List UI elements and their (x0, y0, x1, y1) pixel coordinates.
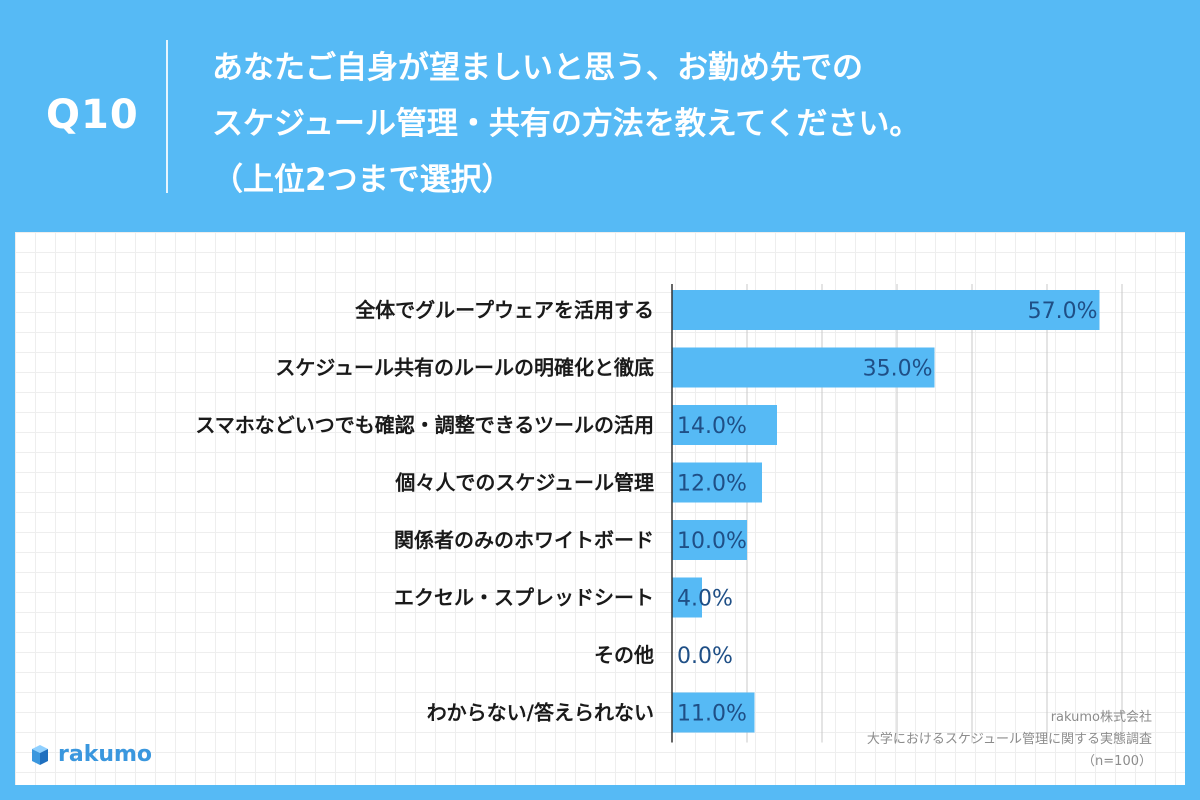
header-divider (166, 40, 168, 193)
category-label: その他 (594, 643, 654, 667)
data-label: 11.0% (677, 702, 747, 727)
bar (672, 577, 702, 618)
data-label: 0.0% (677, 644, 733, 669)
data-label: 35.0% (863, 357, 933, 382)
credit-sample: （n=100） (1082, 754, 1152, 769)
data-label: 14.0% (677, 414, 747, 439)
header: Q10 あなたご自身が望ましいと思う、お勤め先での スケジュール管理・共有の方法… (0, 0, 1200, 232)
category-label: スケジュール共有のルールの明確化と徹底 (275, 356, 654, 380)
category-label: エクセル・スプレッドシート (394, 586, 654, 610)
rakumo-logo: rakumo (28, 742, 152, 767)
question-line-3: （上位2つまで選択） (212, 162, 513, 198)
rakumo-logo-icon (32, 744, 48, 765)
credit-survey: 大学におけるスケジュール管理に関する実態調査 (866, 732, 1152, 747)
question-line-2: スケジュール管理・共有の方法を教えてください。 (212, 106, 921, 142)
category-label: 個々人でのスケジュール管理 (394, 471, 654, 495)
logo-text: rakumo (58, 742, 153, 767)
question-text: あなたご自身が望ましいと思う、お勤め先での スケジュール管理・共有の方法を教えて… (212, 40, 920, 208)
category-label: 関係者のみのホワイトボード (394, 528, 654, 552)
credit-company: rakumo株式会社 (1050, 710, 1152, 725)
category-label: わからない/答えられない (427, 701, 654, 725)
data-label: 12.0% (677, 472, 747, 497)
data-label: 10.0% (677, 529, 747, 554)
bar (672, 692, 755, 733)
category-label: 全体でグループウェアを活用する (354, 298, 654, 322)
bar-chart: 全体でグループウェアを活用する 57.0% スケジュール共有のルールの明確化と徹底 3… (195, 284, 1123, 743)
bar (672, 290, 1100, 330)
bar (672, 347, 935, 388)
category-label: スマホなどいつでも確認・調整できるツールの活用 (195, 413, 654, 437)
bar (672, 520, 747, 560)
chart-panel: 全体でグループウェアを活用する 57.0% スケジュール共有のルールの明確化と徹底 3… (15, 232, 1185, 785)
source-credit: rakumo株式会社 大学におけるスケジュール管理に関する実態調査 （n=100… (867, 707, 1152, 773)
bar (672, 405, 777, 445)
data-label: 57.0% (1028, 299, 1098, 324)
data-label: 4.0% (677, 587, 733, 612)
question-number: Q10 (46, 92, 139, 138)
bar (672, 462, 762, 503)
question-line-1: あなたご自身が望ましいと思う、お勤め先での (212, 50, 863, 86)
